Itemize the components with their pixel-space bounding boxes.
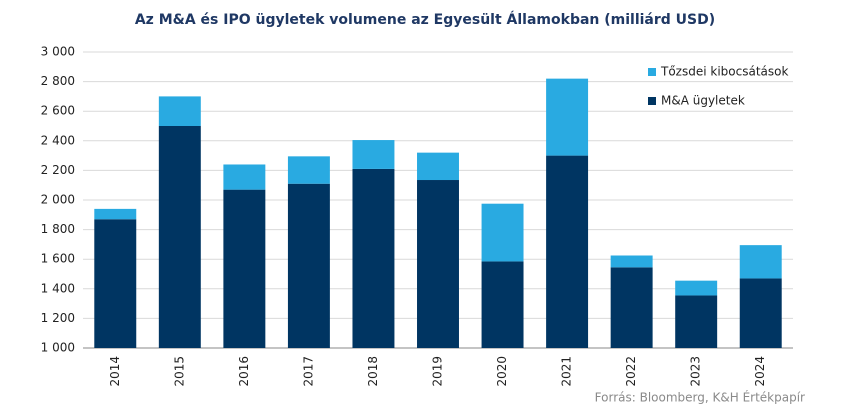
y-tick-label: 2 600: [41, 104, 75, 118]
bar-segment: [94, 208, 137, 220]
bar-segment: [158, 126, 201, 348]
y-tick-label: 2 000: [41, 193, 75, 207]
legend-label: Tőzsdei kibocsátások: [660, 65, 788, 79]
x-tick-label: 2018: [366, 356, 380, 387]
x-tick-label: 2014: [108, 356, 122, 387]
x-tick-label: 2022: [624, 356, 638, 387]
bar-segment: [417, 180, 459, 348]
y-tick-label: 2 400: [41, 133, 75, 147]
chart-title: Az M&A és IPO ügyletek volumene az Egyes…: [135, 11, 715, 28]
bar-segment: [675, 295, 718, 348]
x-tick-label: 2020: [495, 356, 509, 387]
x-tick-label: 2021: [560, 356, 574, 387]
bar-segment: [352, 168, 395, 348]
bar-segment: [546, 78, 589, 156]
bar-segment: [739, 278, 782, 348]
bar-segment: [610, 255, 653, 268]
bar-segment: [223, 164, 266, 190]
bar-segment: [610, 267, 653, 348]
y-tick-label: 1 200: [41, 311, 75, 325]
y-tick-label: 1 400: [41, 281, 75, 295]
y-tick-label: 1 800: [41, 222, 75, 236]
bar-segment: [352, 140, 395, 169]
bar-segment: [287, 183, 330, 348]
bar-segment: [739, 245, 782, 279]
bar-segment: [223, 189, 266, 348]
y-tick-label: 2 800: [41, 74, 75, 88]
bar-segment: [287, 156, 330, 184]
y-tick-label: 2 200: [41, 163, 75, 177]
x-tick-label: 2019: [431, 356, 445, 387]
bar-segment: [546, 155, 589, 348]
bar-segment: [158, 96, 201, 126]
legend-swatch: [648, 97, 656, 105]
legend-swatch: [648, 68, 656, 76]
y-tick-label: 3 000: [41, 45, 75, 59]
x-tick-label: 2016: [237, 356, 251, 387]
bar-segment: [417, 152, 459, 181]
x-tick-label: 2015: [172, 356, 186, 387]
bar-segment: [94, 219, 137, 348]
y-tick-label: 1 000: [41, 341, 75, 355]
x-tick-label: 2023: [689, 356, 703, 387]
y-tick-label: 1 600: [41, 252, 75, 266]
source: Forrás: Bloomberg, K&H Értékpapír: [595, 390, 805, 405]
x-tick-label: 2024: [753, 356, 767, 387]
legend-label: M&A ügyletek: [661, 94, 745, 108]
x-tick-label: 2017: [301, 356, 315, 387]
bar-segment: [481, 261, 524, 348]
bar-segment: [675, 280, 718, 296]
bar-segment: [481, 203, 524, 262]
